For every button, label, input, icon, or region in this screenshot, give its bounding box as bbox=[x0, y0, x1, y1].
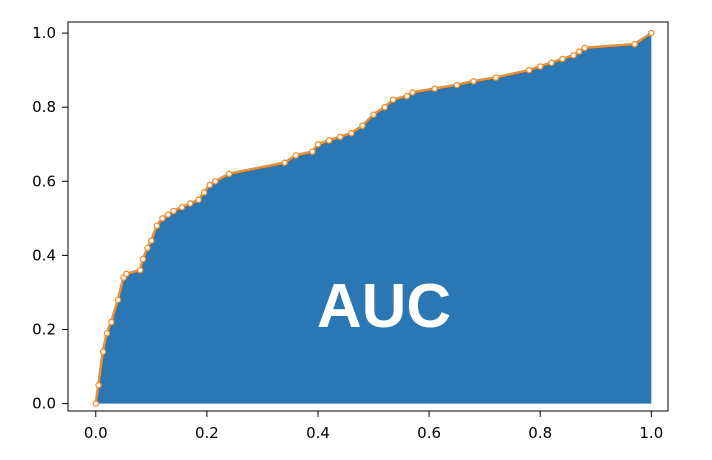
axes: 0.0 0.2 0.4 0.6 0.8 1.0 0.0 0.2 0.4 0.6 0.8 1.0 bbox=[32, 21, 669, 442]
y-tick-label: 0.8 bbox=[32, 98, 56, 116]
data-point bbox=[314, 141, 322, 148]
data-point bbox=[211, 178, 219, 185]
data-point bbox=[403, 92, 411, 100]
y-tick-label: 0.4 bbox=[32, 246, 56, 264]
data-point bbox=[92, 400, 100, 407]
data-point bbox=[381, 103, 388, 111]
data-point bbox=[336, 133, 344, 141]
data-point bbox=[114, 296, 122, 304]
data-point bbox=[178, 203, 186, 211]
data-point bbox=[206, 181, 213, 189]
auc-annotation: AUC bbox=[317, 272, 451, 341]
data-point bbox=[139, 255, 147, 263]
data-point bbox=[389, 96, 397, 104]
data-point bbox=[153, 222, 161, 230]
data-point bbox=[108, 318, 115, 326]
data-point bbox=[409, 89, 416, 96]
data-point bbox=[581, 44, 588, 52]
data-point bbox=[325, 137, 333, 144]
data-point bbox=[648, 29, 655, 37]
y-tick-label: 0.2 bbox=[32, 320, 56, 338]
x-tick-label: 1.0 bbox=[639, 424, 663, 442]
data-point bbox=[370, 111, 377, 118]
data-point bbox=[309, 148, 316, 155]
data-point bbox=[148, 237, 155, 244]
x-tick-label: 0.2 bbox=[195, 424, 219, 442]
auc-area bbox=[95, 33, 652, 404]
data-point bbox=[281, 159, 288, 167]
data-point bbox=[536, 63, 544, 70]
data-point bbox=[492, 74, 500, 81]
data-point bbox=[292, 152, 300, 159]
y-tick-label: 0.0 bbox=[32, 395, 56, 413]
plot-area bbox=[92, 29, 655, 407]
data-point bbox=[123, 270, 130, 278]
y-tick-label: 1.0 bbox=[32, 24, 56, 42]
data-point bbox=[348, 129, 355, 137]
data-point bbox=[431, 85, 438, 92]
x-tick-label: 0.4 bbox=[306, 424, 330, 442]
data-point bbox=[144, 244, 151, 252]
data-point bbox=[570, 52, 577, 59]
data-point bbox=[559, 55, 566, 63]
data-point bbox=[136, 266, 144, 274]
data-point bbox=[575, 48, 583, 55]
data-point bbox=[103, 329, 111, 337]
data-point bbox=[453, 81, 461, 89]
data-point bbox=[631, 40, 638, 48]
data-point bbox=[548, 59, 555, 67]
x-tick-label: 0.6 bbox=[417, 424, 441, 442]
data-point bbox=[525, 66, 533, 74]
data-point bbox=[170, 207, 177, 215]
data-point bbox=[164, 211, 172, 218]
data-point bbox=[195, 196, 202, 204]
axes-frame bbox=[67, 21, 669, 412]
x-tick-label: 0.8 bbox=[528, 424, 552, 442]
data-point bbox=[159, 215, 166, 222]
data-point bbox=[200, 189, 208, 196]
data-point bbox=[470, 78, 477, 85]
data-point bbox=[359, 122, 366, 129]
data-point bbox=[186, 200, 194, 207]
y-tick-label: 0.6 bbox=[32, 172, 56, 190]
data-point bbox=[95, 381, 102, 389]
data-point bbox=[225, 170, 233, 178]
data-point bbox=[99, 348, 107, 355]
x-tick-label: 0.0 bbox=[84, 424, 108, 442]
